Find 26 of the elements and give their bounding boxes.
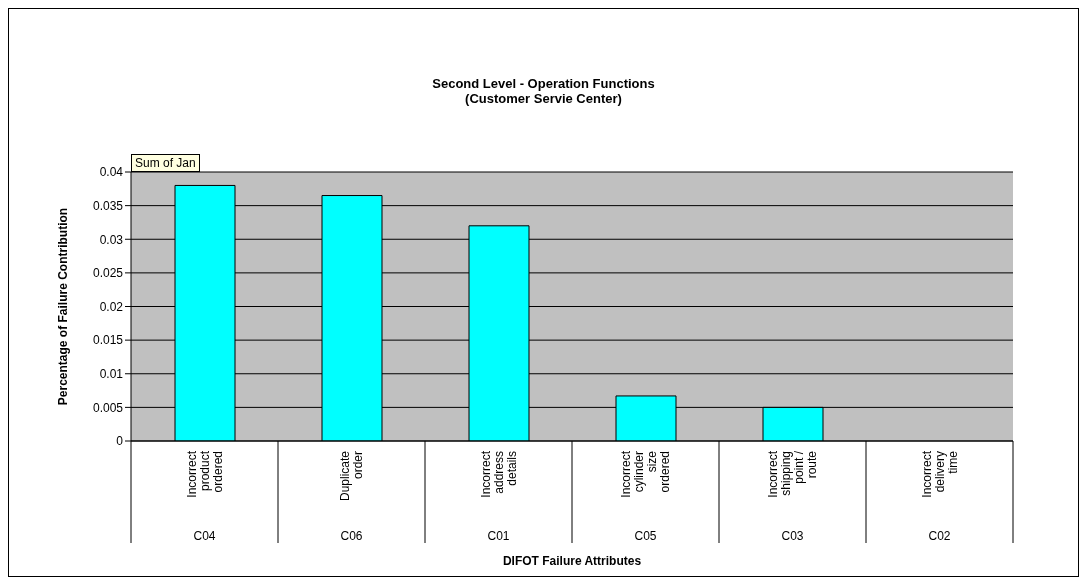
x-tick-label: Incorrect delivery time: [919, 450, 960, 498]
text: C04: [193, 529, 216, 543]
text: C06: [340, 529, 363, 543]
x-tick-label: Incorrect product ordered: [184, 450, 225, 498]
text: Sum of Jan: [131, 154, 200, 172]
text: C02: [928, 529, 951, 543]
y-tick-label: 0: [116, 434, 124, 449]
y-tick-label: 0.04: [99, 165, 124, 180]
y-tick-label: 0.005: [92, 400, 124, 415]
x-tick-label: Duplicate order: [338, 450, 365, 502]
y-tick-label: 0.015: [92, 333, 124, 348]
y-tick-label: 0.025: [92, 266, 124, 281]
y-tick-label: 0.02: [99, 299, 124, 314]
chart-title: Second Level - Operation Functions: [431, 76, 656, 91]
y-tick-label: 0.03: [99, 232, 124, 247]
x-axis-title: DIFOT Failure Attributes: [502, 553, 642, 568]
x-tick-label: Incorrect cylinder size ordered: [619, 450, 672, 498]
x-tick-label: Incorrect shipping point / route: [766, 450, 819, 498]
y-tick-label: 0.035: [92, 198, 124, 213]
chart-subtitle: (Customer Servie Center): [464, 91, 623, 106]
y-tick-label: 0.01: [99, 367, 124, 382]
text: C01: [487, 529, 510, 543]
y-axis-title: Percentage of Failure Contribution: [56, 207, 71, 406]
x-tick-label: Incorrect address details: [478, 450, 519, 498]
text: C05: [634, 529, 657, 543]
text: C03: [781, 529, 804, 543]
